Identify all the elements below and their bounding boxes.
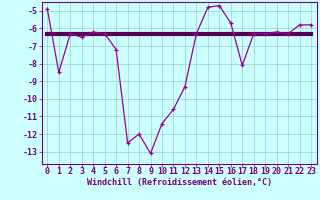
X-axis label: Windchill (Refroidissement éolien,°C): Windchill (Refroidissement éolien,°C) <box>87 178 272 187</box>
